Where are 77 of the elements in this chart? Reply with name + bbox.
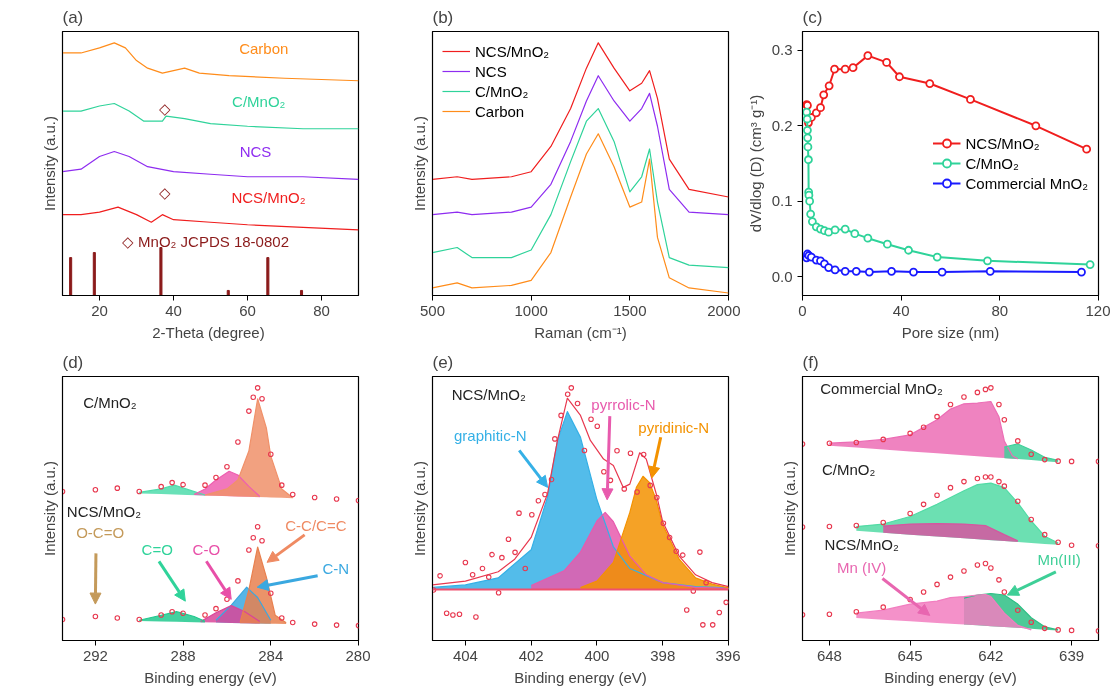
x-tick-label: 280 xyxy=(345,646,371,664)
x-axis-title: 2-Theta (degree) xyxy=(152,323,265,341)
annotation: C/MnO₂ xyxy=(822,461,876,479)
x-tick-label: 645 xyxy=(897,646,923,664)
annotation: NCS/MnO₂ xyxy=(66,502,142,520)
chart-title: (a) xyxy=(62,7,84,27)
y-axis-title: Intensity (a.u.) xyxy=(780,460,798,557)
legend-label: NCS/MnO₂ xyxy=(475,42,550,60)
legend-label: Carbon xyxy=(475,102,525,120)
x-tick-label: 40 xyxy=(892,301,910,319)
y-axis-title: Intensity (a.u.) xyxy=(40,460,58,557)
y-axis-title: Intensity (a.u.) xyxy=(410,115,428,212)
annotation: Mn (IV) xyxy=(837,559,887,577)
x-tick-label: 642 xyxy=(978,646,1004,664)
x-tick-label: 398 xyxy=(650,646,676,664)
x-tick-label: 20 xyxy=(91,301,108,319)
x-tick-label: 2000 xyxy=(707,301,741,319)
y-axis-title: Intensity (a.u.) xyxy=(40,115,58,212)
annotation: C-C/C=C xyxy=(285,516,347,534)
y-tick-label: 0.1 xyxy=(771,192,793,210)
annotation: Commercial MnO₂ xyxy=(820,379,943,397)
annotation: ◇ xyxy=(158,183,171,201)
annotation: C=O xyxy=(141,541,173,559)
y-axis-title: dV/dlog (D) (cm³ g⁻¹) xyxy=(746,94,764,233)
x-tick-label: 288 xyxy=(170,646,196,664)
x-tick-label: 292 xyxy=(82,646,108,664)
legend-label: NCS/MnO₂ xyxy=(965,134,1040,152)
annotation: C-N xyxy=(322,559,350,577)
chart-title: (d) xyxy=(62,352,84,372)
x-axis-title: Raman (cm⁻¹) xyxy=(534,323,627,341)
legend-label: NCS xyxy=(475,62,507,80)
x-axis-title: Pore size (nm) xyxy=(901,323,1000,341)
x-tick-label: 402 xyxy=(518,646,544,664)
annotation: pyrrolic-N xyxy=(591,395,656,413)
x-tick-label: 80 xyxy=(991,301,1009,319)
x-tick-label: 80 xyxy=(313,301,330,319)
y-tick-label: 0.2 xyxy=(771,116,793,134)
annotation: C-O xyxy=(192,541,221,559)
annotation: ◇ xyxy=(158,100,171,118)
annotation: O-C=O xyxy=(76,524,125,542)
annotation: ◇ MnO₂ JCPDS 18-0802 xyxy=(121,232,289,250)
x-tick-label: 120 xyxy=(1085,301,1110,319)
x-tick-label: 1000 xyxy=(514,301,548,319)
x-tick-label: 0 xyxy=(798,301,807,319)
x-tick-label: 284 xyxy=(258,646,284,664)
x-tick-label: 60 xyxy=(239,301,256,319)
x-tick-label: 396 xyxy=(715,646,741,664)
x-axis-title: Binding energy (eV) xyxy=(144,668,277,686)
series-label: Carbon xyxy=(239,40,289,58)
chart-title: (f) xyxy=(802,352,819,372)
x-axis-title: Binding energy (eV) xyxy=(884,668,1017,686)
legend-label: Commercial MnO₂ xyxy=(965,174,1088,192)
legend-label: C/MnO₂ xyxy=(965,154,1019,172)
annotation: NCS/MnO₂ xyxy=(824,535,899,553)
x-tick-label: 404 xyxy=(452,646,478,664)
x-tick-label: 500 xyxy=(419,301,446,319)
annotation: C/MnO₂ xyxy=(83,394,137,412)
y-tick-label: 0.3 xyxy=(771,41,793,59)
annotation: graphitic-N xyxy=(453,427,527,445)
chart-title: (c) xyxy=(802,7,823,27)
legend-label: C/MnO₂ xyxy=(475,82,529,100)
x-tick-label: 40 xyxy=(165,301,182,319)
x-axis-title: Binding energy (eV) xyxy=(514,668,647,686)
annotation: Mn(III) xyxy=(1037,551,1081,569)
annotation: pyridinic-N xyxy=(638,419,710,437)
x-tick-label: 400 xyxy=(584,646,610,664)
annotation: NCS/MnO₂ xyxy=(451,386,526,404)
x-tick-label: 639 xyxy=(1059,646,1085,664)
series-label: C/MnO₂ xyxy=(232,92,286,110)
series-label: NCS/MnO₂ xyxy=(231,189,306,207)
x-tick-label: 648 xyxy=(816,646,842,664)
y-tick-label: 0.0 xyxy=(771,267,793,285)
y-axis-title: Intensity (a.u.) xyxy=(410,460,428,557)
x-tick-label: 1500 xyxy=(613,301,647,319)
chart-title: (b) xyxy=(432,7,454,27)
chart-title: (e) xyxy=(432,352,454,372)
series-label: NCS xyxy=(239,142,272,160)
